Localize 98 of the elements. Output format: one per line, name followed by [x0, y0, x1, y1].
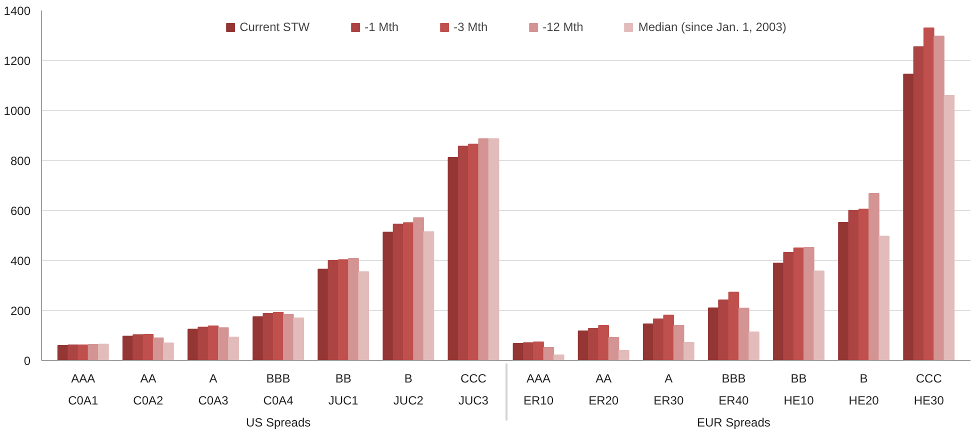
bar: [708, 308, 719, 360]
legend-label: -3 Mth: [454, 20, 488, 34]
bar: [283, 314, 294, 360]
bar: [98, 344, 109, 360]
bar: [413, 217, 424, 360]
bar: [448, 157, 459, 360]
bar: [783, 252, 794, 360]
category-label: BB JUC1: [328, 372, 358, 408]
legend-label: -1 Mth: [364, 20, 399, 34]
bar: [252, 316, 264, 360]
bar: [382, 232, 394, 360]
bar: [858, 208, 870, 360]
y-tick-label: 400: [10, 254, 31, 268]
bar: [328, 260, 339, 360]
bar: [934, 36, 944, 360]
bar: [318, 268, 328, 360]
bar: [338, 259, 349, 360]
bar: [653, 318, 664, 360]
bar: [803, 247, 814, 360]
category-label: A C0A3: [198, 372, 228, 408]
bar: [88, 344, 99, 360]
bar: [208, 326, 219, 360]
category-label: B JUC2: [393, 372, 424, 408]
bar: [878, 236, 890, 360]
category-label: CCC HE30: [914, 372, 944, 408]
bar: [543, 347, 554, 360]
category-label: BBB C0A4: [263, 372, 294, 408]
bar: [838, 222, 849, 360]
bar: [533, 342, 544, 360]
bar: [728, 292, 740, 360]
bar: [553, 354, 564, 360]
bar: [122, 336, 134, 360]
category-label: AAA C0A1: [68, 372, 98, 408]
bar: [512, 343, 524, 360]
category-label: AA ER20: [588, 372, 619, 408]
bar: [642, 324, 654, 360]
bar: [152, 338, 164, 360]
category-label: A ER30: [654, 372, 684, 408]
bar: [478, 138, 490, 360]
bar: [663, 314, 674, 360]
bar: [588, 328, 599, 360]
bar: [488, 138, 500, 360]
bar: [618, 350, 630, 360]
y-tick-label: 1400: [4, 4, 31, 18]
y-tick-label: 1200: [4, 54, 31, 68]
y-tick-label: 200: [10, 304, 31, 318]
bar: [262, 313, 274, 360]
bar: [163, 342, 174, 360]
bar: [78, 344, 89, 360]
bar: [198, 326, 209, 360]
bar: [228, 336, 239, 360]
legend-label: -12 Mth: [542, 20, 584, 34]
bar: [132, 334, 144, 360]
bar: [348, 258, 359, 360]
category-label: BB HE10: [784, 372, 814, 408]
text: US Spreads: [246, 416, 311, 430]
bar: [68, 344, 78, 360]
category-label: AAA ER10: [524, 372, 554, 408]
y-tick-label: 600: [10, 204, 31, 218]
bar: [773, 262, 784, 360]
bar: [402, 222, 414, 360]
bar: [738, 308, 750, 360]
bar: [944, 95, 955, 360]
bar: [358, 271, 370, 360]
bar: [903, 74, 914, 360]
category-label: AA C0A2: [133, 372, 164, 408]
y-tick-label: 800: [10, 154, 31, 168]
bar: [218, 327, 229, 360]
y-tick-label: 0: [24, 354, 31, 368]
bar: [913, 46, 924, 360]
bar: [458, 146, 469, 360]
bar: [293, 318, 304, 360]
bar: [848, 210, 860, 360]
bar: [868, 193, 880, 360]
category-label: CCC JUC3: [458, 372, 488, 408]
bar: [608, 337, 620, 360]
bar: [392, 224, 404, 360]
category-label: B HE20: [848, 372, 879, 408]
bar: [718, 300, 729, 360]
legend-label: Current STW: [240, 20, 310, 34]
bar: [188, 328, 198, 360]
bar: [578, 330, 589, 360]
bar: [748, 332, 760, 360]
category-label: BBB ER40: [718, 372, 749, 408]
bar: [423, 231, 434, 360]
bar: [598, 325, 610, 360]
bar: [57, 345, 68, 360]
bar: [272, 312, 284, 360]
bar: [793, 248, 804, 360]
text: EUR Spreads: [697, 416, 770, 430]
bar: [814, 270, 824, 360]
bar: [468, 144, 479, 360]
y-tick-label: 1000: [4, 104, 31, 118]
bar: [923, 28, 934, 360]
bar: [684, 342, 694, 360]
bar: [142, 334, 154, 360]
bar: [673, 325, 684, 360]
legend-label: Median (since Jan. 1, 2003): [638, 20, 786, 34]
